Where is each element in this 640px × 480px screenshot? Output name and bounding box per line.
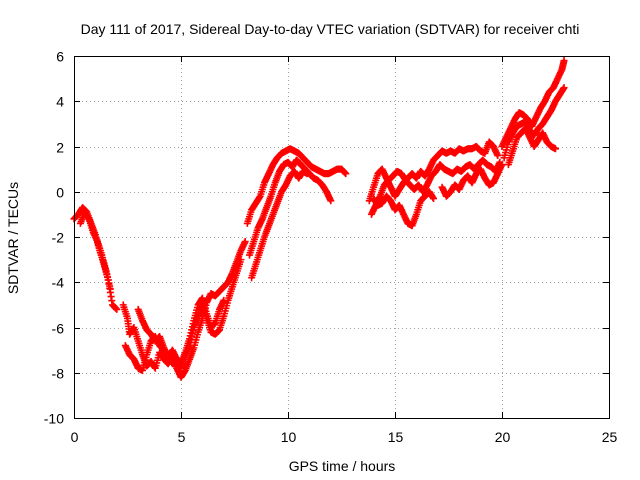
data-point-marker: [113, 305, 121, 313]
y-axis-title: SDTVAR / TECUs: [5, 182, 21, 294]
data-series: [248, 167, 311, 282]
y-tick-label: -2: [52, 230, 65, 246]
x-tick-label: 10: [281, 429, 297, 445]
grid-lines: [74, 56, 609, 418]
y-tick-label: -6: [52, 321, 65, 337]
data-point-marker: [560, 84, 568, 92]
data-point-marker: [560, 57, 568, 65]
data-series: [500, 84, 568, 162]
y-tick-label: -10: [44, 411, 64, 427]
y-tick-label: 2: [56, 140, 64, 156]
data-point-marker: [552, 145, 559, 153]
data-series: [498, 57, 568, 150]
y-tick-label: 0: [56, 185, 64, 201]
data-series: [370, 188, 438, 230]
plot-frame: [74, 56, 610, 419]
data-point-marker: [327, 197, 335, 205]
data-point-marker: [498, 161, 506, 169]
data-point-marker: [494, 152, 502, 160]
x-tick-label: 5: [178, 429, 186, 445]
y-tick-label: 4: [56, 94, 64, 110]
x-tick-labels: 0 5 10 15 20 25: [71, 429, 618, 445]
data-series: [504, 124, 559, 169]
data-series: [438, 161, 506, 200]
x-axis-title: GPS time / hours: [289, 458, 396, 474]
data-point-marker: [303, 170, 311, 178]
x-tick-label: 15: [388, 429, 404, 445]
data-point-marker: [241, 238, 249, 246]
y-tick-label: -8: [52, 366, 65, 382]
data-series: [365, 138, 502, 205]
data-series: [245, 156, 335, 259]
y-tick-label: -4: [52, 275, 65, 291]
data-point-marker: [106, 285, 114, 293]
data-series: [243, 145, 350, 227]
data-point-marker: [430, 195, 438, 203]
x-tick-label: 25: [602, 429, 618, 445]
data-point-marker: [237, 256, 245, 264]
y-tick-labels: -10 -8 -6 -4 -2 0 2 4 6: [44, 49, 64, 427]
data-point-marker: [220, 296, 228, 304]
data-series: [134, 294, 228, 368]
data-series: [76, 208, 114, 293]
data-markers: [70, 57, 568, 381]
y-tick-label: 6: [56, 49, 64, 65]
x-tick-label: 0: [71, 429, 79, 445]
data-point-marker: [342, 170, 350, 178]
chart-title: Day 111 of 2017, Sidereal Day-to-day VTE…: [81, 21, 580, 37]
x-tick-label: 20: [495, 429, 511, 445]
